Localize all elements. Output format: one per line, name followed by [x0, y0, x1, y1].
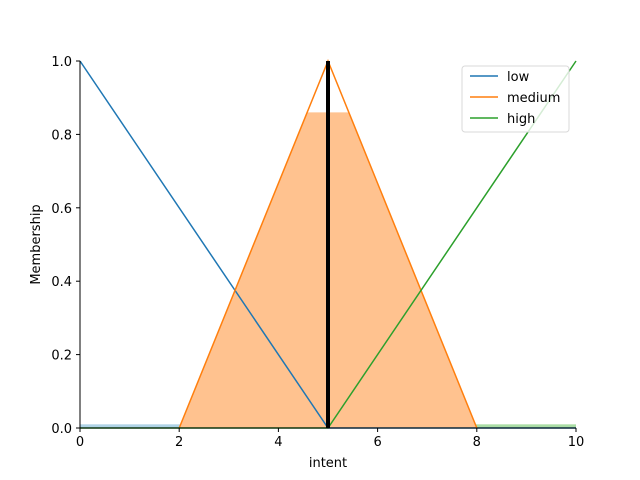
- legend-label-low: low: [507, 70, 530, 85]
- x-tick-label: 8: [473, 435, 481, 450]
- legend: low medium high: [461, 65, 570, 133]
- y-tick-label: 0.4: [51, 275, 72, 290]
- legend-label-medium: medium: [507, 91, 560, 106]
- x-tick-label: 6: [373, 435, 381, 450]
- x-tick-label: 4: [274, 435, 282, 450]
- y-tick-label: 0.6: [51, 202, 72, 217]
- y-tick-label: 0.8: [51, 128, 72, 143]
- x-tick-label: 0: [76, 435, 84, 450]
- x-tick-label: 2: [175, 435, 183, 450]
- legend-label-high: high: [507, 112, 535, 127]
- x-tick-label: 10: [568, 435, 585, 450]
- x-axis-label: intent: [309, 456, 347, 471]
- y-tick-label: 1.0: [51, 55, 72, 70]
- axes: 0 2 4 6 8 10 0.0 0.2 0.4 0.6 0.8 1.0: [51, 55, 584, 450]
- y-tick-label: 0.0: [51, 422, 72, 437]
- y-axis-label: Membership: [29, 204, 44, 284]
- legend-frame: [461, 65, 570, 133]
- y-tick-label: 0.2: [51, 349, 72, 364]
